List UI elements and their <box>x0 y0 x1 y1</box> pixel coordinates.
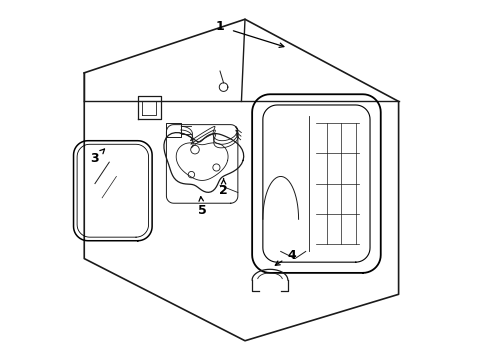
Text: 3: 3 <box>91 149 104 165</box>
Text: 2: 2 <box>219 179 228 197</box>
Text: 4: 4 <box>275 248 296 265</box>
Text: 5: 5 <box>198 197 206 217</box>
Text: 1: 1 <box>216 20 224 33</box>
